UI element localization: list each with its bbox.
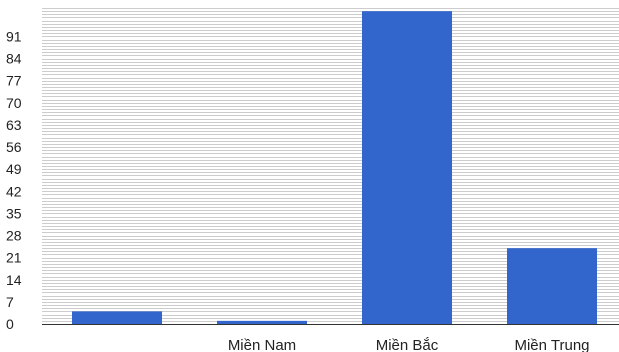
y-tick-label: 91: [6, 28, 22, 44]
bars: [72, 11, 597, 324]
bar: [362, 11, 452, 324]
y-tick-label: 84: [6, 51, 22, 67]
x-axis-category-labels: Miền Nam Miền Bắc Miền Trung: [228, 337, 590, 352]
y-axis-tick-labels: 0 7 14 21 28 35 42 49 56 63 70 77 84 91: [6, 28, 22, 332]
y-tick-label: 21: [6, 250, 22, 266]
bar: [217, 320, 307, 324]
y-tick-label: 77: [6, 73, 22, 89]
y-tick-label: 7: [6, 294, 14, 310]
y-tick-label: 35: [6, 205, 22, 221]
y-tick-label: 42: [6, 183, 22, 199]
bar: [507, 248, 597, 324]
y-tick-label: 63: [6, 117, 22, 133]
y-tick-label: 28: [6, 228, 22, 244]
x-category-label: Miền Trung: [514, 337, 589, 352]
bar: [72, 311, 162, 324]
y-tick-label: 49: [6, 161, 22, 177]
x-category-label: Miền Nam: [228, 337, 296, 352]
y-tick-label: 14: [6, 272, 22, 288]
y-tick-label: 56: [6, 139, 22, 155]
y-tick-label: 0: [6, 316, 14, 332]
x-category-label: Miền Bắc: [376, 337, 439, 352]
y-tick-label: 70: [6, 95, 22, 111]
